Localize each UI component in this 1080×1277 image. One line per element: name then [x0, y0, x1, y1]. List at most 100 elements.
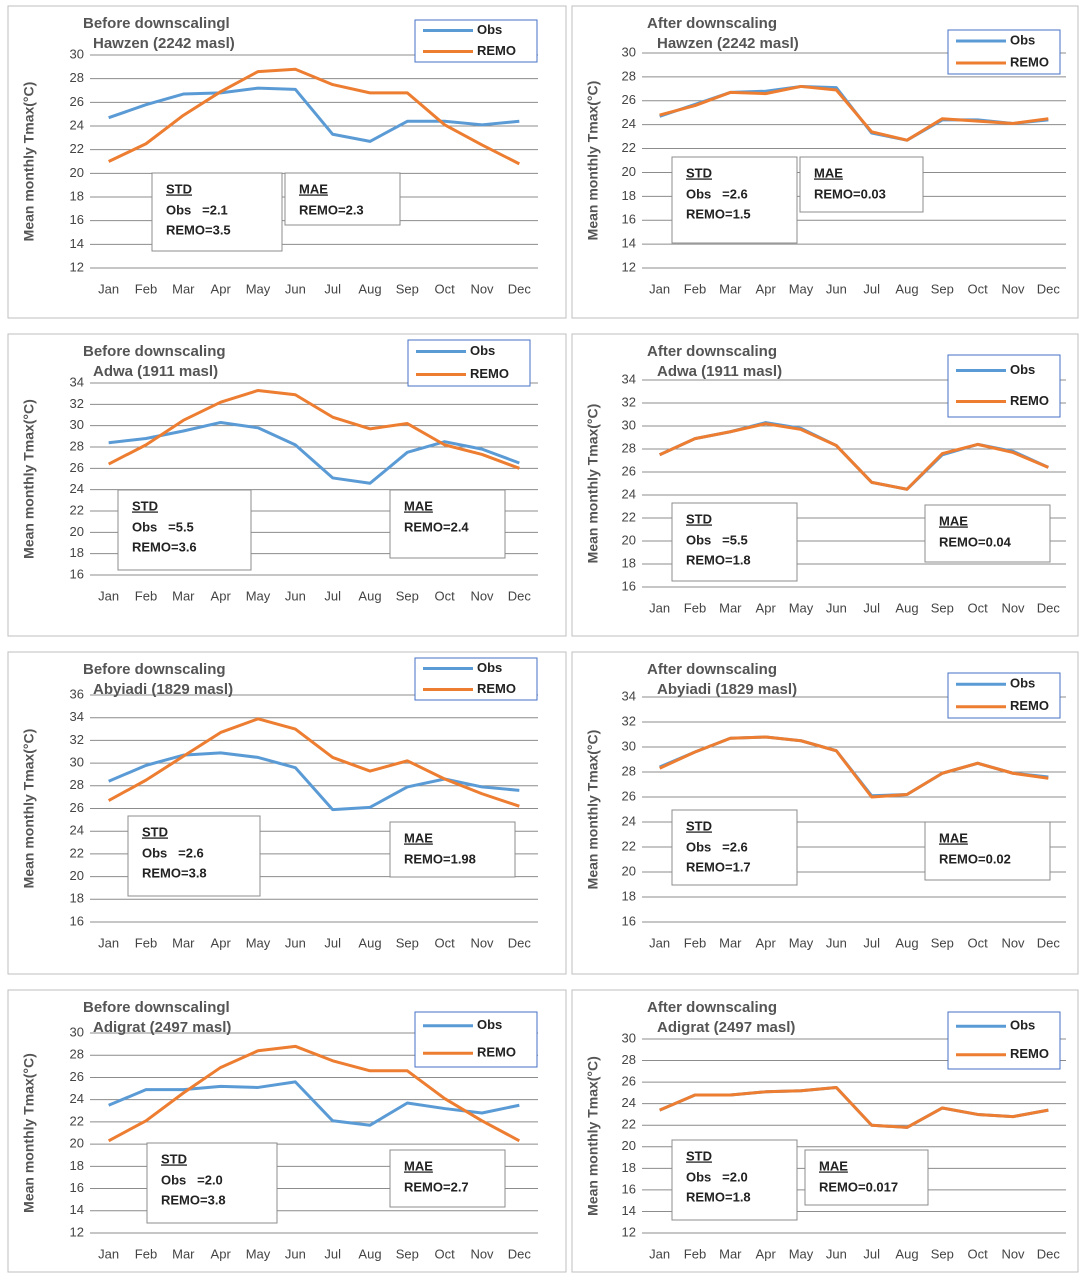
y-tick-label: 28 — [622, 68, 636, 83]
annotation-heading: MAE — [404, 830, 433, 845]
x-tick-label: Dec — [508, 588, 532, 603]
data-line — [107, 388, 520, 470]
data-line — [659, 735, 1049, 799]
annotation-box — [924, 504, 1051, 563]
legend-label: REMO — [1010, 1046, 1049, 1061]
y-tick-label: 18 — [622, 1160, 636, 1175]
annotation-heading: STD — [142, 824, 168, 839]
x-tick-label: Aug — [358, 588, 381, 603]
y-tick-label: 16 — [622, 212, 636, 227]
x-tick-label: Sep — [931, 600, 954, 615]
chart-panel: 16 18 20 22 24 26 28 30 32 34 Jan Feb Mar Apr May Jun Ju… — [571, 333, 1079, 637]
x-tick-label: Jul — [863, 281, 880, 296]
y-tick-label: 22 — [622, 1117, 636, 1132]
x-tick-label: Jun — [826, 1246, 847, 1261]
x-tick-label: Oct — [435, 1246, 456, 1261]
x-tick-label: Aug — [895, 600, 918, 615]
x-tick-label: Dec — [1037, 935, 1061, 950]
y-tick-label: 24 — [70, 481, 84, 496]
x-tick-label: Nov — [470, 281, 494, 296]
x-tick-label: Feb — [684, 281, 706, 296]
legend-box — [947, 29, 1061, 75]
y-tick-label: 18 — [622, 188, 636, 203]
x-tick-label: Nov — [1001, 600, 1025, 615]
y-axis-label: Mean monthly Tmax(°C) — [21, 729, 37, 889]
data-line — [108, 420, 520, 485]
y-tick-label: 28 — [70, 777, 84, 792]
annotation-box — [671, 502, 798, 582]
annotation-heading: MAE — [299, 181, 328, 196]
x-tick-label: Mar — [719, 600, 742, 615]
y-tick-label: 14 — [622, 1203, 636, 1218]
legend-label: REMO — [1010, 698, 1049, 713]
x-tick-label: Sep — [931, 1246, 954, 1261]
annotation-box — [389, 489, 506, 559]
x-tick-label: Mar — [719, 1246, 742, 1261]
data-line — [108, 67, 521, 166]
y-tick-label: 16 — [622, 913, 636, 928]
annotation-box — [671, 156, 798, 244]
annotation-heading: MAE — [939, 830, 968, 845]
x-tick-label: Nov — [470, 588, 494, 603]
annotation-text: REMO=0.02 — [939, 851, 1011, 866]
y-tick-label: 20 — [70, 165, 84, 180]
x-tick-label: May — [246, 1246, 271, 1261]
y-tick-label: 26 — [70, 94, 84, 109]
chart-title: Before downscaling — [83, 661, 226, 678]
x-tick-label: Apr — [756, 1246, 777, 1261]
x-tick-label: Oct — [968, 935, 989, 950]
y-tick-label: 18 — [70, 1158, 84, 1173]
legend-label: REMO — [477, 1045, 516, 1060]
legend-label: Obs — [477, 1017, 502, 1032]
x-tick-label: Sep — [396, 1246, 419, 1261]
x-tick-label: Mar — [719, 935, 742, 950]
y-tick-label: 20 — [622, 1138, 636, 1153]
x-tick-label: Jan — [98, 281, 119, 296]
annotation-heading: MAE — [404, 498, 433, 513]
chart-panel: 12 14 16 18 20 22 24 26 28 30 Jan Feb Mar Apr May Jun Ju… — [571, 5, 1079, 319]
y-axis-label: Mean monthly Tmax(°C) — [585, 404, 601, 564]
chart-title: Before downscaling — [83, 343, 226, 360]
x-tick-label: Sep — [931, 935, 954, 950]
legend-label: REMO — [470, 366, 509, 381]
y-tick-label: 14 — [70, 1202, 84, 1217]
y-tick-label: 16 — [622, 1181, 636, 1196]
x-tick-label: Apr — [756, 600, 777, 615]
chart-subtitle: Adwa (1911 masl) — [657, 363, 782, 380]
y-tick-label: 28 — [622, 440, 636, 455]
y-tick-label: 12 — [622, 1224, 636, 1239]
x-tick-label: Sep — [396, 935, 419, 950]
x-tick-label: Mar — [172, 588, 195, 603]
y-tick-label: 34 — [70, 374, 84, 389]
x-tick-label: Oct — [968, 600, 989, 615]
x-tick-label: Jan — [649, 1246, 670, 1261]
annotation-box — [389, 821, 516, 878]
x-tick-label: Jul — [863, 600, 880, 615]
y-tick-label: 20 — [70, 868, 84, 883]
y-tick-label: 26 — [70, 1069, 84, 1084]
annotation-heading: MAE — [814, 165, 843, 180]
y-tick-label: 12 — [622, 259, 636, 274]
y-tick-label: 16 — [70, 1180, 84, 1195]
x-tick-label: Jan — [98, 588, 119, 603]
y-tick-label: 26 — [70, 460, 84, 475]
x-tick-label: Jun — [826, 600, 847, 615]
x-tick-label: Aug — [358, 935, 381, 950]
annotation-text: REMO=1.5 — [686, 206, 751, 221]
x-tick-label: Oct — [435, 588, 456, 603]
y-axis-label: Mean monthly Tmax(°C) — [585, 1056, 601, 1216]
y-tick-label: 32 — [622, 713, 636, 728]
y-tick-label: 24 — [622, 486, 636, 501]
y-tick-label: 24 — [70, 823, 84, 838]
x-tick-label: May — [789, 1246, 814, 1261]
x-tick-label: Apr — [211, 281, 232, 296]
legend-label: REMO — [477, 681, 516, 696]
y-tick-label: 26 — [622, 463, 636, 478]
x-tick-label: Apr — [756, 935, 777, 950]
x-tick-label: Jul — [324, 935, 341, 950]
x-tick-label: Jun — [285, 588, 306, 603]
y-tick-label: 16 — [622, 578, 636, 593]
y-tick-label: 24 — [70, 1091, 84, 1106]
annotation-text: REMO=2.3 — [299, 202, 364, 217]
